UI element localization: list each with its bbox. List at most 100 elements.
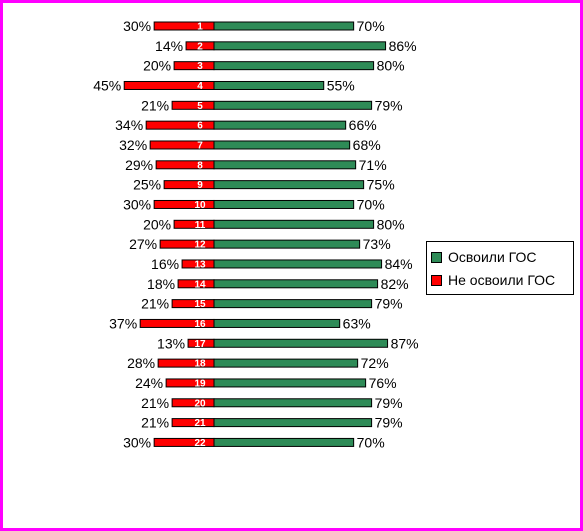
data-label-mastered-11: 80%	[377, 216, 405, 232]
category-label-15: 15	[194, 299, 206, 310]
data-label-not-mastered-11: 20%	[143, 216, 171, 232]
category-label-4: 4	[197, 81, 203, 92]
data-label-mastered-4: 55%	[327, 77, 355, 93]
data-label-not-mastered-15: 21%	[141, 296, 169, 312]
legend-swatch-not-mastered	[431, 274, 442, 286]
data-label-mastered-3: 80%	[377, 58, 405, 74]
bar-not-mastered-20	[171, 398, 215, 408]
data-label-not-mastered-9: 25%	[133, 177, 161, 193]
legend-label-not-mastered: Не освоили ГОС	[448, 272, 556, 288]
bar-not-mastered-8	[155, 160, 215, 170]
data-label-mastered-16: 63%	[343, 315, 371, 331]
bar-chart: 1 30% 70% 2 14% 86% 3 20% 80% 4 45% 55% 5 21% 79% 6 34% 6…	[93, 18, 419, 450]
bar-not-mastered-3	[173, 61, 215, 71]
legend: Освоили ГОС Не освоили ГОС	[426, 241, 574, 295]
data-label-not-mastered-3: 20%	[143, 58, 171, 74]
bar-mastered-13	[213, 259, 383, 269]
category-label-12: 12	[194, 240, 206, 251]
bar-mastered-20	[213, 398, 373, 408]
data-label-not-mastered-14: 18%	[147, 276, 175, 292]
category-label-1: 1	[197, 22, 203, 33]
category-label-16: 16	[194, 319, 206, 330]
data-label-not-mastered-6: 34%	[115, 117, 143, 133]
data-label-mastered-10: 70%	[357, 196, 385, 212]
data-label-not-mastered-8: 29%	[125, 157, 153, 173]
data-label-mastered-9: 75%	[367, 177, 395, 193]
category-label-20: 20	[194, 398, 206, 409]
bar-mastered-4	[213, 80, 325, 90]
bar-mastered-22	[213, 437, 355, 447]
data-label-mastered-15: 79%	[375, 296, 403, 312]
data-label-mastered-1: 70%	[357, 18, 385, 34]
data-label-mastered-19: 76%	[369, 375, 397, 391]
data-label-mastered-2: 86%	[389, 38, 417, 54]
bar-mastered-11	[213, 219, 375, 229]
data-label-not-mastered-16: 37%	[109, 315, 137, 331]
category-label-19: 19	[194, 378, 206, 389]
bar-mastered-6	[213, 120, 347, 130]
bar-not-mastered-5	[171, 100, 215, 110]
data-label-not-mastered-21: 21%	[141, 415, 169, 431]
data-label-not-mastered-7: 32%	[119, 137, 147, 153]
data-label-not-mastered-5: 21%	[141, 97, 169, 113]
data-label-not-mastered-1: 30%	[123, 18, 151, 34]
data-label-mastered-14: 82%	[381, 276, 409, 292]
bar-not-mastered-21	[171, 418, 215, 428]
category-label-3: 3	[197, 61, 203, 72]
data-label-mastered-7: 68%	[353, 137, 381, 153]
data-label-not-mastered-19: 24%	[135, 375, 163, 391]
data-label-not-mastered-2: 14%	[155, 38, 183, 54]
legend-item-mastered: Освоили ГОС	[431, 247, 536, 267]
category-label-10: 10	[194, 200, 206, 211]
category-label-8: 8	[197, 160, 203, 171]
bar-mastered-1	[213, 21, 355, 31]
bar-mastered-16	[213, 318, 341, 328]
category-label-18: 18	[194, 359, 206, 370]
data-label-mastered-5: 79%	[375, 97, 403, 113]
data-label-not-mastered-4: 45%	[93, 77, 121, 93]
category-label-13: 13	[194, 259, 206, 270]
bar-mastered-2	[213, 41, 387, 51]
bar-not-mastered-15	[171, 299, 215, 309]
data-label-mastered-13: 84%	[385, 256, 413, 272]
legend-swatch-mastered	[431, 251, 442, 263]
category-label-5: 5	[197, 101, 203, 112]
data-label-mastered-12: 73%	[363, 236, 391, 252]
bar-mastered-14	[213, 279, 379, 289]
bar-mastered-18	[213, 358, 359, 368]
data-label-mastered-6: 66%	[349, 117, 377, 133]
data-label-mastered-8: 71%	[359, 157, 387, 173]
category-label-7: 7	[197, 140, 203, 151]
legend-item-not-mastered: Не освоили ГОС	[431, 270, 555, 290]
bar-mastered-7	[213, 140, 351, 150]
bar-not-mastered-19	[165, 378, 215, 388]
bar-mastered-8	[213, 160, 357, 170]
category-label-6: 6	[197, 121, 203, 132]
bar-mastered-12	[213, 239, 361, 249]
bar-not-mastered-7	[149, 140, 215, 150]
data-label-mastered-17: 87%	[391, 335, 419, 351]
data-label-not-mastered-20: 21%	[141, 395, 169, 411]
legend-label-mastered: Освоили ГОС	[448, 249, 537, 265]
category-label-2: 2	[197, 41, 203, 52]
data-label-not-mastered-10: 30%	[123, 196, 151, 212]
bar-mastered-3	[213, 61, 375, 71]
data-label-not-mastered-13: 16%	[151, 256, 179, 272]
data-label-not-mastered-12: 27%	[129, 236, 157, 252]
category-label-21: 21	[194, 418, 206, 429]
data-label-not-mastered-17: 13%	[157, 335, 185, 351]
category-label-22: 22	[194, 438, 206, 449]
data-label-mastered-20: 79%	[375, 395, 403, 411]
bar-not-mastered-6	[145, 120, 215, 130]
category-label-14: 14	[194, 279, 206, 290]
bar-mastered-15	[213, 299, 373, 309]
data-label-mastered-22: 70%	[357, 434, 385, 450]
bar-mastered-19	[213, 378, 367, 388]
data-label-mastered-18: 72%	[361, 355, 389, 371]
data-label-not-mastered-22: 30%	[123, 434, 151, 450]
category-label-17: 17	[194, 339, 206, 350]
bar-not-mastered-12	[159, 239, 215, 249]
data-label-not-mastered-18: 28%	[127, 355, 155, 371]
category-label-11: 11	[195, 220, 206, 231]
